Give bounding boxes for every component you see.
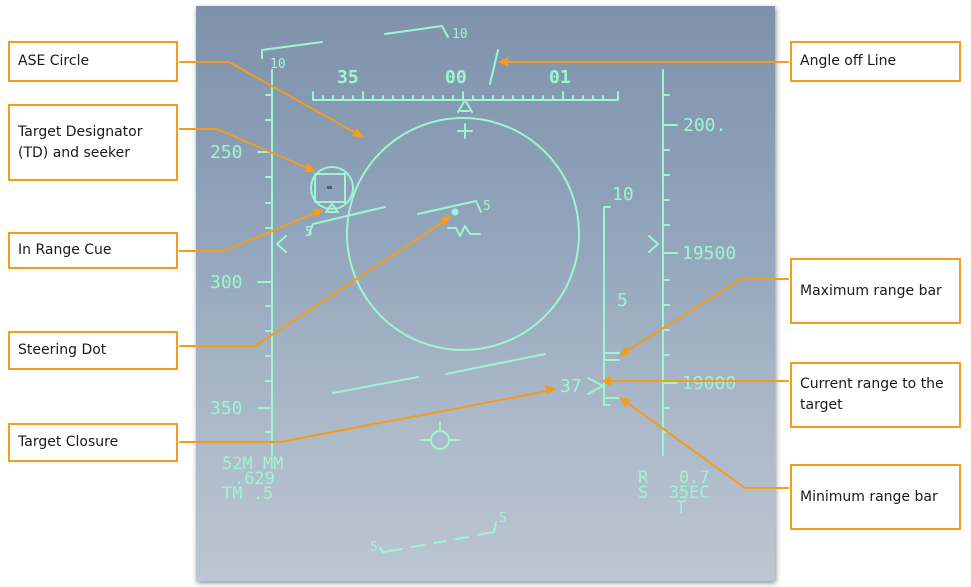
in-range-cue <box>325 203 339 213</box>
label-ase-circle-text: ASE Circle <box>18 53 90 69</box>
altitude-label-200: 200. <box>683 115 726 136</box>
pitch-label-10-left: 10 <box>270 57 286 72</box>
label-angle-off-line-text: Angle off Line <box>800 53 897 69</box>
weapon-data-line2: .629 <box>234 469 275 489</box>
label-angle-off-line: Angle off Line <box>790 41 961 82</box>
steering-dot <box>451 208 459 216</box>
airspeed-tape <box>257 69 287 456</box>
label-max-range-bar-text: Maximum range bar <box>800 282 942 299</box>
seeker-circle <box>310 166 354 210</box>
weapon-data-line1: 52M MM <box>222 454 283 474</box>
bank-line-left <box>261 41 323 59</box>
altitude-label-19500: 19500 <box>682 243 736 264</box>
leader-ase-circle <box>179 61 362 137</box>
target-designator-box <box>314 173 346 203</box>
target-closure-value: 37 <box>560 376 582 397</box>
range-scale-label-5: 5 <box>617 290 628 311</box>
heading-label-01: 01 <box>549 67 571 88</box>
standby-reticle <box>420 421 460 450</box>
ase-circle <box>346 117 580 351</box>
label-target-designator-text: Target Designator (TD) and seeker <box>18 123 143 161</box>
label-current-range-text: Current range to the target <box>800 376 944 413</box>
td-target-marker <box>327 186 332 189</box>
angle-off-line <box>489 49 499 85</box>
leader-target-closure <box>179 389 554 443</box>
leader-steering-dot <box>179 217 450 347</box>
label-steering-dot: Steering Dot <box>8 331 178 370</box>
speed-label-350: 350 <box>210 398 243 419</box>
label-target-closure-text: Target Closure <box>18 434 119 450</box>
label-min-range-bar: Minimum range bar <box>790 464 961 530</box>
range-data-s: S 35EC <box>638 483 710 503</box>
hud-view-panel <box>196 6 775 581</box>
pitch-bar-right <box>417 200 482 215</box>
current-range-caret <box>587 377 604 395</box>
label-max-range-bar: Maximum range bar <box>790 258 961 324</box>
pitch-bar-left <box>308 206 386 235</box>
pitch-label-5-left: 5 <box>305 225 313 240</box>
leader-target-designator <box>179 128 313 171</box>
heading-caret <box>457 99 473 113</box>
heading-tape <box>312 91 619 101</box>
speed-label-250: 250 <box>210 142 243 163</box>
horizon-line-right <box>445 353 546 375</box>
label-target-closure: Target Closure <box>8 423 178 462</box>
heading-label-35: 35 <box>337 67 359 88</box>
label-ase-circle: ASE Circle <box>8 41 178 82</box>
range-data-r: R 0.7 <box>638 468 710 488</box>
range-scale-label-10: 10 <box>612 184 634 205</box>
label-current-range: Current range to the target <box>790 362 961 428</box>
speed-label-300: 300 <box>210 272 243 293</box>
velocity-vector-symbol <box>447 225 481 237</box>
bank-label-10: 10 <box>452 27 468 42</box>
label-min-range-bar-text: Minimum range bar <box>800 488 938 505</box>
horizon-line-left <box>332 376 419 394</box>
leader-in-range-cue <box>179 210 321 252</box>
bank-line-right <box>384 25 449 38</box>
altitude-tape <box>648 69 678 456</box>
pitch-label-5-right: 5 <box>483 199 491 214</box>
range-scale <box>587 206 620 406</box>
altitude-label-19000: 19000 <box>682 373 736 394</box>
leader-min-range-bar <box>621 398 789 489</box>
weapon-data-line3: TM .5 <box>222 484 273 504</box>
label-steering-dot-text: Steering Dot <box>18 342 107 358</box>
range-data-t: T <box>676 498 686 518</box>
callout-leaders <box>179 57 789 489</box>
bottom-pitch-label-5-left: 5 <box>370 540 378 555</box>
label-in-range-cue: In Range Cue <box>8 232 178 269</box>
heading-label-00: 00 <box>445 67 467 88</box>
leader-max-range-bar <box>621 278 789 355</box>
bottom-pitch-bar <box>379 521 497 553</box>
max-range-bar <box>603 352 620 361</box>
label-target-designator: Target Designator (TD) and seeker <box>8 104 178 181</box>
bottom-pitch-label-5-right: 5 <box>499 511 507 526</box>
label-in-range-cue-text: In Range Cue <box>18 242 112 258</box>
boresight-cross <box>457 123 473 139</box>
